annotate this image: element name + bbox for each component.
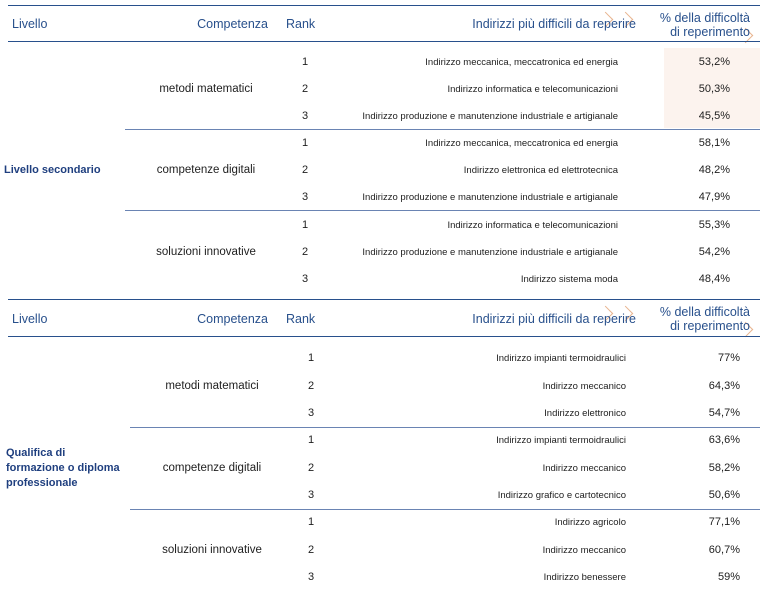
pct-cell: 77% — [717, 352, 740, 364]
indirizzo-cell: Indirizzo produzione e manutenzione indu… — [362, 192, 618, 203]
indirizzo-cell: Indirizzo meccanica, meccatronica ed ene… — [425, 57, 618, 68]
rank-cell: 3 — [307, 571, 315, 583]
level-line: Qualifica di — [6, 447, 66, 459]
pct-cell: 63,6% — [708, 434, 740, 446]
header-competenza: Competenza — [197, 17, 268, 31]
indirizzo-cell: Indirizzo meccanico — [542, 545, 626, 556]
header-competenza: Competenza — [197, 312, 268, 326]
indirizzo-cell: Indirizzo produzione e manutenzione indu… — [362, 247, 618, 258]
rank-cell: 3 — [301, 273, 309, 285]
pct-cell: 53,2% — [698, 56, 730, 68]
rank-cell: 2 — [301, 246, 309, 258]
indirizzo-cell: Indirizzo benessere — [543, 572, 626, 583]
header-indirizzi: Indirizzi più difficili da reperire — [472, 312, 636, 326]
header-top-rule — [8, 5, 760, 6]
pct-cell: 59% — [717, 571, 740, 583]
indirizzo-cell: Indirizzo sistema moda — [520, 274, 618, 285]
pct-cell: 64,3% — [708, 380, 740, 392]
indirizzo-cell: Indirizzo elettronica ed elettrotecnica — [463, 165, 618, 176]
header-pct-line2: di reperimento — [670, 319, 750, 333]
indirizzo-cell: Indirizzo impianti termoidraulici — [496, 353, 626, 364]
header-rank: Rank — [286, 312, 316, 326]
header-pct-line2: di reperimento — [670, 25, 750, 39]
group-divider — [130, 427, 760, 428]
header-pct-line1: % della difficoltà — [659, 305, 750, 319]
rank-cell: 2 — [301, 83, 309, 95]
indirizzo-cell: Indirizzo produzione e manutenzione indu… — [362, 111, 618, 122]
pct-cell: 50,6% — [708, 489, 740, 501]
indirizzo-cell: Indirizzo informatica e telecomunicazion… — [447, 220, 618, 231]
group-divider — [125, 129, 760, 130]
header-top-rule — [8, 299, 760, 300]
header-bottom-rule — [8, 41, 760, 42]
pct-cell: 58,2% — [708, 462, 740, 474]
rank-cell: 3 — [307, 407, 315, 419]
pct-cell: 50,3% — [698, 83, 730, 95]
indirizzo-cell: Indirizzo meccanico — [542, 463, 626, 474]
indirizzo-cell: Indirizzo informatica e telecomunicazion… — [447, 84, 618, 95]
rank-cell: 2 — [307, 462, 315, 474]
group-divider — [130, 509, 760, 510]
rank-cell: 2 — [307, 380, 315, 392]
pct-cell: 77,1% — [708, 516, 740, 528]
indirizzo-cell: Indirizzo impianti termoidraulici — [496, 435, 626, 446]
competenza-label: metodi matematici — [165, 380, 259, 392]
rank-cell: 1 — [301, 137, 309, 149]
level-line: formazione o diploma — [6, 462, 120, 474]
competenza-label: soluzioni innovative — [156, 246, 256, 258]
competenza-label: metodi matematici — [159, 83, 253, 95]
indirizzo-cell: Indirizzo meccanico — [542, 381, 626, 392]
rank-cell: 1 — [307, 434, 315, 446]
pct-cell: 55,3% — [698, 219, 730, 231]
pct-cell: 58,1% — [698, 137, 730, 149]
rank-cell: 2 — [307, 544, 315, 556]
pct-cell: 45,5% — [698, 110, 730, 122]
rank-cell: 1 — [307, 352, 315, 364]
level-label: Qualifica di formazione o diploma profes… — [6, 446, 120, 491]
header-bottom-rule — [8, 336, 760, 337]
header-livello: Livello — [12, 312, 48, 326]
indirizzo-cell: Indirizzo grafico e cartotecnico — [497, 490, 626, 501]
rank-cell: 3 — [301, 191, 309, 203]
indirizzo-cell: Indirizzo meccanica, meccatronica ed ene… — [425, 138, 618, 149]
pct-cell: 60,7% — [708, 544, 740, 556]
header-indirizzi: Indirizzi più difficili da reperire — [472, 17, 636, 31]
group-divider — [125, 210, 760, 211]
header-pct: % della difficoltà di reperimento — [640, 11, 750, 39]
highlight-column — [664, 48, 760, 128]
level-label: Livello secondario — [4, 164, 101, 176]
pct-cell: 54,7% — [708, 407, 740, 419]
competenza-label: competenze digitali — [162, 462, 262, 474]
pct-cell: 48,4% — [698, 273, 730, 285]
indirizzo-cell: Indirizzo elettronico — [544, 408, 626, 419]
rank-cell: 1 — [307, 516, 315, 528]
header-pct-line1: % della difficoltà — [659, 11, 750, 25]
rank-cell: 3 — [307, 489, 315, 501]
rank-cell: 1 — [301, 56, 309, 68]
pct-cell: 54,2% — [698, 246, 730, 258]
competenza-label: soluzioni innovative — [162, 544, 262, 556]
header-pct: % della difficoltà di reperimento — [640, 305, 750, 333]
header-rank: Rank — [286, 17, 316, 31]
competenza-label: competenze digitali — [156, 164, 256, 176]
pct-cell: 47,9% — [698, 191, 730, 203]
level-line: professionale — [6, 477, 78, 489]
rank-cell: 1 — [301, 219, 309, 231]
pct-cell: 48,2% — [698, 164, 730, 176]
indirizzo-cell: Indirizzo agricolo — [554, 517, 626, 528]
rank-cell: 3 — [301, 110, 309, 122]
rank-cell: 2 — [301, 164, 309, 176]
header-livello: Livello — [12, 17, 48, 31]
